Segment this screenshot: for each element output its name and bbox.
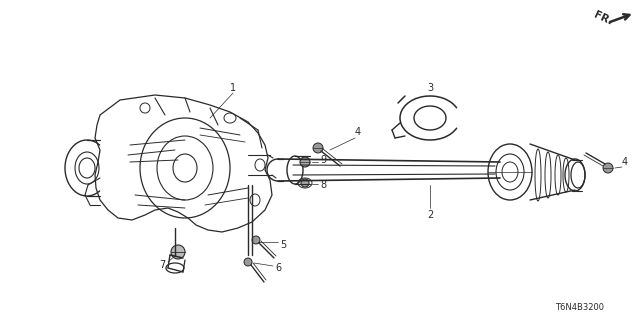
Text: 9: 9: [320, 155, 326, 165]
Text: FR.: FR.: [592, 9, 614, 27]
Text: 1: 1: [230, 83, 236, 93]
Text: 4: 4: [622, 157, 628, 167]
Circle shape: [244, 258, 252, 266]
Circle shape: [300, 157, 310, 167]
Text: 7: 7: [159, 260, 165, 270]
Text: T6N4B3200: T6N4B3200: [556, 303, 605, 313]
Circle shape: [252, 236, 260, 244]
Circle shape: [171, 245, 185, 259]
Circle shape: [313, 143, 323, 153]
Text: 8: 8: [320, 180, 326, 190]
Circle shape: [301, 179, 309, 187]
Text: 6: 6: [275, 263, 281, 273]
Text: 2: 2: [427, 210, 433, 220]
Text: 4: 4: [355, 127, 361, 137]
FancyArrowPatch shape: [610, 14, 629, 22]
Circle shape: [603, 163, 613, 173]
Text: 3: 3: [427, 83, 433, 93]
Text: 5: 5: [280, 240, 286, 250]
